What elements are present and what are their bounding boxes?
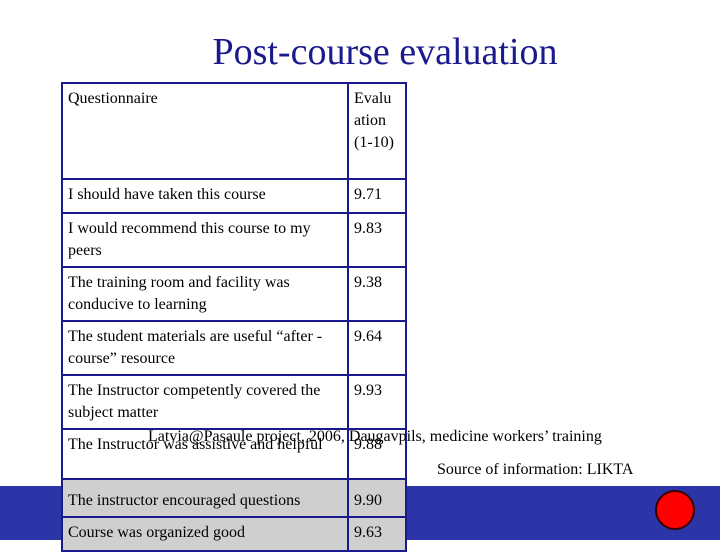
- question-cell: Course was organized good: [61, 516, 349, 552]
- evaluation-table: Questionnaire Evalu ation (1-10) I shoul…: [61, 82, 407, 552]
- table-row: The training room and facility was condu…: [61, 266, 407, 322]
- table-header-row: Questionnaire Evalu ation (1-10): [61, 82, 407, 180]
- table-row: Course was organized good 9.63: [61, 516, 407, 552]
- table-row: The Instructor was assistive and helpful…: [61, 428, 407, 480]
- red-circle-icon: [655, 490, 695, 530]
- table-row: The Instructor competently covered the s…: [61, 374, 407, 430]
- question-cell: The instructor encouraged questions: [61, 478, 349, 518]
- header-questionnaire: Questionnaire: [61, 82, 349, 180]
- question-cell: The Instructor competently covered the s…: [61, 374, 349, 430]
- project-note: Latvia@Pasaule project, 2006, Daugavpils…: [148, 428, 602, 445]
- question-cell: The training room and facility was condu…: [61, 266, 349, 322]
- score-cell: 9.93: [347, 374, 407, 430]
- score-cell: 9.38: [347, 266, 407, 322]
- question-cell: The Instructor was assistive and helpful: [61, 428, 349, 480]
- table-row: I would recommend this course to my peer…: [61, 212, 407, 268]
- score-cell: 9.83: [347, 212, 407, 268]
- score-cell: 9.63: [347, 516, 407, 552]
- table-row: The student materials are useful “after …: [61, 320, 407, 376]
- table-row: The instructor encouraged questions 9.90: [61, 478, 407, 518]
- score-cell: 9.71: [347, 178, 407, 214]
- question-cell: I should have taken this course: [61, 178, 349, 214]
- score-cell: 9.88: [347, 428, 407, 480]
- table-row: I should have taken this course 9.71: [61, 178, 407, 214]
- slide-title: Post-course evaluation: [212, 31, 558, 73]
- source-note: Source of information: LIKTA: [437, 461, 634, 478]
- question-cell: The student materials are useful “after …: [61, 320, 349, 376]
- question-cell: I would recommend this course to my peer…: [61, 212, 349, 268]
- score-cell: 9.64: [347, 320, 407, 376]
- header-evaluation: Evalu ation (1-10): [347, 82, 407, 180]
- score-cell: 9.90: [347, 478, 407, 518]
